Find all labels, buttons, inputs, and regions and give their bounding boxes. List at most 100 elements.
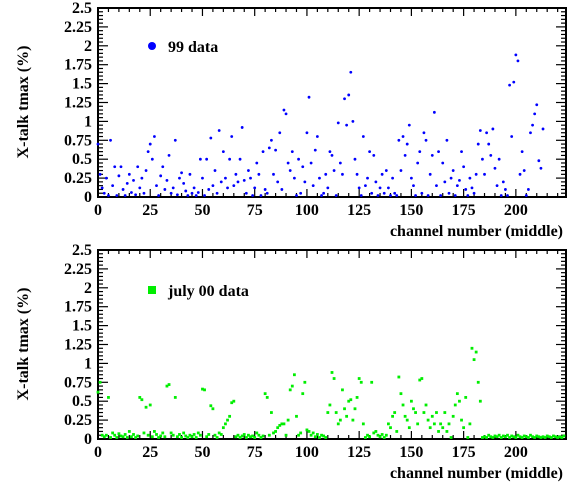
data-point <box>453 403 457 407</box>
data-point <box>472 358 476 362</box>
data-point <box>504 188 507 191</box>
data-point <box>518 172 522 176</box>
data-point <box>132 178 135 182</box>
data-point <box>247 433 250 437</box>
data-point <box>491 127 495 131</box>
data-point <box>203 388 206 392</box>
data-point <box>441 161 445 165</box>
data-point <box>353 157 357 161</box>
data-point <box>338 418 342 422</box>
data-point <box>320 433 323 437</box>
data-point <box>455 392 459 396</box>
data-point <box>418 378 422 382</box>
data-point <box>228 414 232 418</box>
data-point <box>299 431 303 435</box>
data-point <box>115 436 119 439</box>
data-point <box>460 418 463 422</box>
data-point <box>255 431 259 435</box>
data-point <box>468 422 472 426</box>
data-point <box>520 436 524 439</box>
data-point <box>470 186 474 190</box>
data-point <box>104 176 108 180</box>
data-point <box>211 407 215 411</box>
data-point <box>320 194 323 197</box>
data-point <box>209 404 213 408</box>
data-point <box>414 411 417 414</box>
data-point <box>284 112 288 116</box>
data-point <box>541 435 545 439</box>
x-tick-label: 175 <box>452 202 476 219</box>
data-point <box>359 194 363 197</box>
data-point <box>301 165 305 169</box>
data-point <box>228 157 232 161</box>
data-point <box>194 194 198 197</box>
data-point <box>324 172 328 176</box>
data-point <box>286 161 290 165</box>
data-point <box>495 435 499 439</box>
data-point <box>111 431 115 435</box>
y-tick-label: 2 <box>84 280 92 297</box>
data-point <box>253 186 257 190</box>
data-point <box>226 418 229 422</box>
data-point <box>278 131 282 135</box>
data-point <box>409 176 413 180</box>
data-point <box>364 436 367 439</box>
data-point <box>512 80 516 84</box>
x-tick-label: 100 <box>295 202 319 219</box>
data-point <box>182 181 186 185</box>
data-point <box>192 433 196 436</box>
data-point <box>332 169 336 172</box>
data-point <box>334 194 338 197</box>
data-point <box>278 423 282 427</box>
data-point <box>100 433 104 437</box>
data-point <box>399 392 403 396</box>
data-point <box>439 422 443 426</box>
data-point <box>343 97 346 101</box>
data-point <box>138 186 142 190</box>
data-point <box>153 135 156 138</box>
data-point <box>460 150 463 154</box>
x-tick-label: 50 <box>194 202 210 219</box>
data-point <box>253 436 257 439</box>
data-point <box>378 186 382 190</box>
data-point <box>332 377 336 380</box>
data-point <box>261 434 265 438</box>
data-point <box>324 436 328 439</box>
y-tick-label: 0.25 <box>64 170 92 187</box>
data-point <box>426 194 430 197</box>
data-point <box>370 380 374 384</box>
data-point <box>376 194 380 197</box>
data-point <box>508 83 511 87</box>
y-tick-label: 1 <box>84 113 92 130</box>
data-point <box>451 169 455 172</box>
data-point <box>244 191 248 195</box>
data-point <box>361 422 365 426</box>
data-point <box>230 401 234 405</box>
data-point <box>447 422 451 426</box>
data-point <box>481 436 484 439</box>
data-point <box>305 131 309 135</box>
y-tick-label: 2.5 <box>72 0 92 17</box>
data-point <box>341 388 344 392</box>
data-point <box>236 180 240 184</box>
data-point <box>194 436 198 439</box>
data-point <box>368 435 372 439</box>
data-point <box>309 161 313 165</box>
data-point <box>499 194 503 197</box>
x-tick-label: 150 <box>399 202 423 219</box>
y-tick-label: 2.25 <box>64 19 92 36</box>
data-point <box>420 191 424 195</box>
data-point <box>203 194 206 197</box>
data-point <box>351 120 355 123</box>
data-point <box>180 171 183 175</box>
data-point <box>357 186 361 190</box>
data-point <box>117 174 121 178</box>
series-0-0 <box>96 53 545 197</box>
data-point <box>107 194 110 197</box>
data-point <box>430 414 434 418</box>
data-point <box>543 436 547 439</box>
data-point <box>428 172 432 176</box>
data-point <box>188 172 192 176</box>
data-point <box>336 121 340 125</box>
y-tick-label: 1.25 <box>64 95 92 112</box>
